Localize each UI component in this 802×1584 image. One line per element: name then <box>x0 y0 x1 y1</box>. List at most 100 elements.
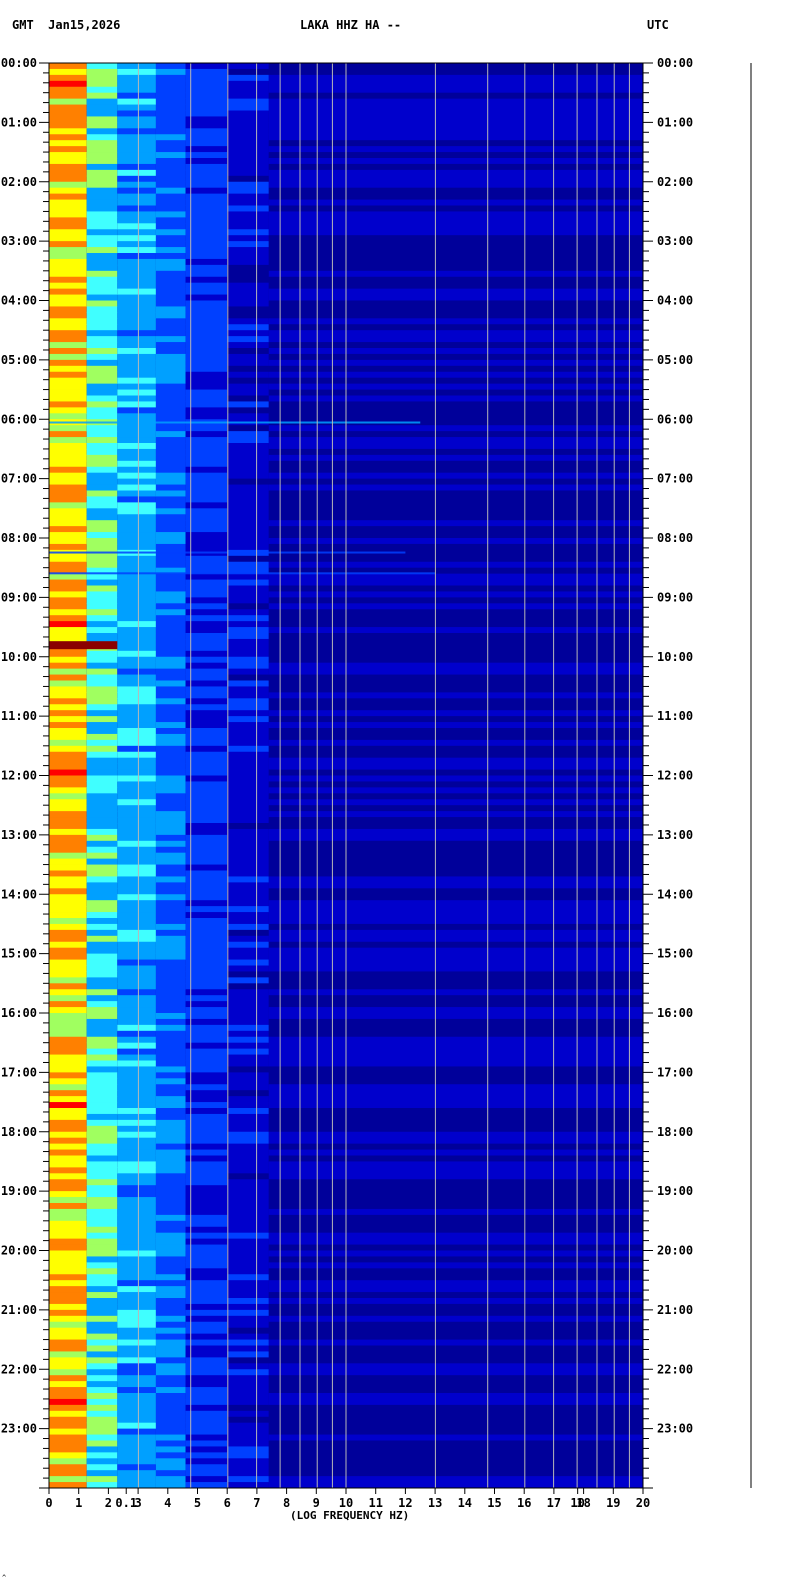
heatmap-cell <box>185 769 228 776</box>
heatmap-cell <box>155 870 186 877</box>
heatmap-cell <box>86 555 118 563</box>
heatmap-cell <box>268 668 643 675</box>
heatmap-cell <box>86 1173 118 1180</box>
heatmap-cell <box>86 1090 118 1097</box>
heatmap-cell <box>227 704 269 711</box>
heatmap-cell <box>86 1096 118 1103</box>
heatmap-cell <box>155 769 186 776</box>
frequency-tick-label: 6 <box>224 1496 231 1510</box>
heatmap-cell <box>155 823 186 830</box>
heatmap-cell <box>268 1220 643 1228</box>
heatmap-cell <box>155 906 186 913</box>
heatmap-cell <box>268 306 643 313</box>
heatmap-cell <box>227 294 269 301</box>
heatmap-cell <box>86 1458 118 1465</box>
heatmap-cell <box>117 745 156 753</box>
heatmap-cell <box>155 383 186 390</box>
heatmap-cell <box>268 549 643 557</box>
heatmap-cell <box>117 1161 156 1168</box>
heatmap-cell <box>117 383 156 390</box>
heatmap-cell <box>86 68 118 76</box>
heatmap-cell <box>185 1268 228 1275</box>
heatmap-cell <box>227 1416 269 1424</box>
heatmap-cell <box>268 353 643 361</box>
time-label-right: 15:00 <box>657 947 693 961</box>
heatmap-cell <box>227 1214 269 1222</box>
heatmap-cell <box>268 1203 643 1210</box>
heatmap-cell <box>86 1321 118 1329</box>
heatmap-cell <box>49 460 87 468</box>
heatmap-cell <box>185 502 228 509</box>
heatmap-cell <box>86 1274 118 1281</box>
heatmap-cell <box>49 882 87 889</box>
heatmap-cell <box>227 894 269 901</box>
heatmap-cell <box>155 1208 186 1216</box>
heatmap-cell <box>227 834 269 842</box>
heatmap-cell <box>49 359 87 367</box>
heatmap-cell <box>117 324 156 331</box>
heatmap-cell <box>268 312 643 319</box>
heatmap-cell <box>117 953 156 960</box>
heatmap-cell <box>155 1345 186 1352</box>
heatmap-cell <box>268 609 643 616</box>
heatmap-cell <box>49 282 87 290</box>
heatmap-cell <box>227 698 269 705</box>
heatmap-cell <box>227 163 269 171</box>
heatmap-cell <box>227 733 269 741</box>
heatmap-cell <box>185 811 228 818</box>
heatmap-cell <box>268 484 643 491</box>
heatmap-cell <box>155 258 186 266</box>
heatmap-cell <box>117 1393 156 1400</box>
time-label-left: 13:00 <box>1 828 37 842</box>
heatmap-cell <box>117 1173 156 1180</box>
heatmap-cell <box>86 163 118 171</box>
heatmap-cell <box>49 1102 87 1109</box>
heatmap-cell <box>268 359 643 367</box>
heatmap-cell <box>117 1220 156 1228</box>
heatmap-cell <box>117 757 156 765</box>
heatmap-cell <box>49 1238 87 1245</box>
heatmap-cell <box>268 941 643 949</box>
heatmap-cell <box>185 876 228 883</box>
heatmap-cell <box>227 1084 269 1091</box>
heatmap-cell <box>49 615 87 622</box>
heatmap-cell <box>268 597 643 604</box>
heatmap-cell <box>268 722 643 729</box>
frequency-tick-label: 16 <box>517 1496 531 1510</box>
heatmap-cell <box>117 1339 156 1346</box>
heatmap-cell <box>117 1440 156 1447</box>
heatmap-cell <box>185 490 228 497</box>
heatmap-cell <box>185 460 228 468</box>
heatmap-cell <box>268 395 643 402</box>
heatmap-cell <box>185 401 228 408</box>
heatmap-cell <box>155 1078 186 1085</box>
heatmap-cell <box>268 1298 643 1305</box>
heatmap-cell <box>86 971 118 978</box>
heatmap-cell <box>117 1096 156 1103</box>
heatmap-cell <box>86 431 118 438</box>
heatmap-cell <box>155 977 186 984</box>
heatmap-cell <box>155 633 186 640</box>
heatmap-cell <box>155 454 186 462</box>
heatmap-cell <box>185 650 228 658</box>
heatmap-cell <box>227 561 269 569</box>
heatmap-cell <box>49 1018 87 1026</box>
heatmap-cell <box>227 128 269 135</box>
frequency-gridlines <box>137 63 630 1488</box>
heatmap-cell <box>155 1309 186 1317</box>
heatmap-cell <box>49 1090 87 1097</box>
heatmap-cell <box>155 1214 186 1222</box>
heatmap-cell <box>268 448 643 456</box>
heatmap-cell <box>185 1131 228 1139</box>
heatmap-cell <box>185 656 228 664</box>
heatmap-cell <box>227 460 269 468</box>
heatmap-cell <box>185 365 228 373</box>
heatmap-cell <box>155 1256 186 1263</box>
heatmap-cell <box>117 1482 156 1489</box>
heatmap-cell <box>86 1410 118 1418</box>
heatmap-cell <box>155 312 186 319</box>
heatmap-cell <box>49 977 87 984</box>
heatmap-cell <box>86 1191 118 1198</box>
heatmap-cell <box>86 324 118 331</box>
time-label-right: 18:00 <box>657 1125 693 1139</box>
